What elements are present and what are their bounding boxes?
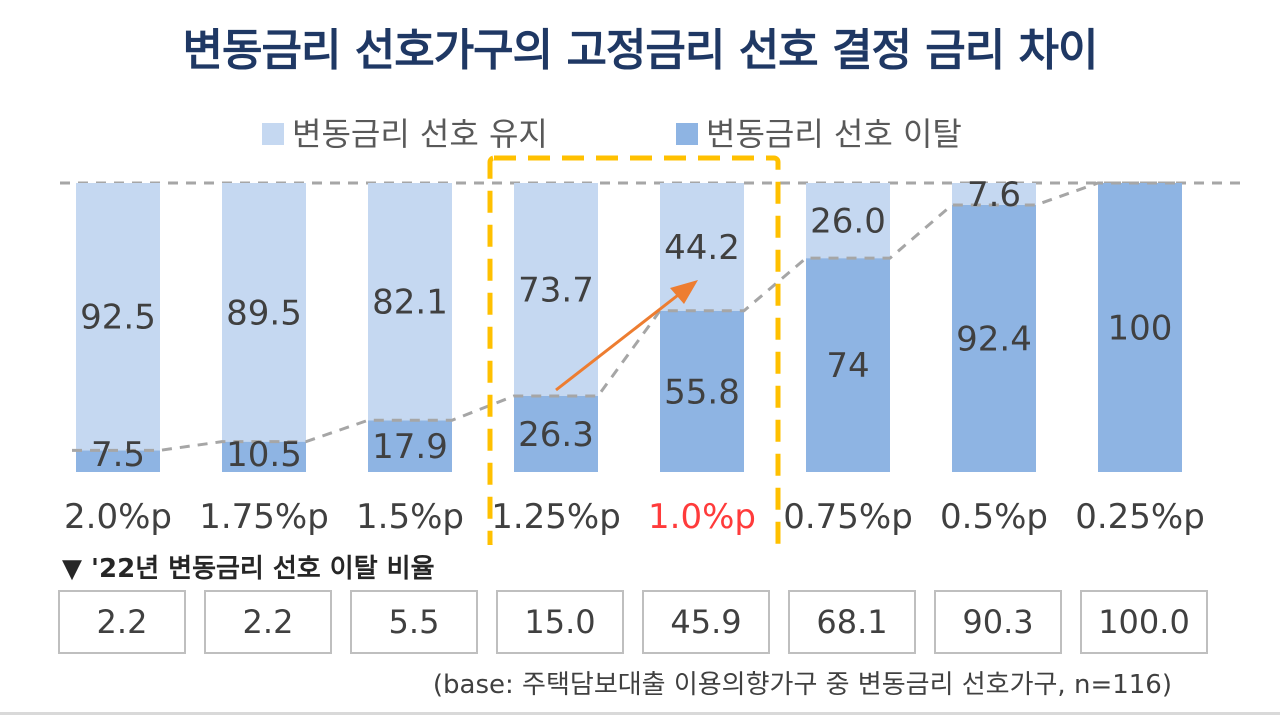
data-label-keep-0: 92.5 (80, 298, 156, 338)
stacked-bar-chart: 변동금리 선호 유지 변동금리 선호 이탈 92.5 7.5 89.5 10.5 82.1 1… (60, 115, 1240, 545)
sub-table-title: ▼ '22년 변동금리 선호 이탈 비율 (62, 554, 435, 584)
ratio-cell: 100.0 (1080, 590, 1208, 654)
legend-label-0: 변동금리 선호 유지 (292, 115, 548, 153)
category-label-7: 0.25%p (1075, 497, 1205, 537)
bar-leave-4 (660, 310, 744, 472)
ratio-cell: 2.2 (58, 590, 186, 654)
data-label-leave-1: 10.5 (226, 435, 302, 475)
bar-keep-1 (222, 183, 306, 442)
bar-keep-5 (806, 183, 890, 259)
data-label-leave-6: 92.4 (956, 319, 1032, 359)
bar-leave-3 (514, 395, 598, 472)
chart-title: 변동금리 선호가구의 고정금리 선호 결정 금리 차이 (182, 25, 1099, 76)
data-label-leave-0: 7.5 (91, 435, 145, 475)
ratio-cell: 90.3 (934, 590, 1062, 654)
bar-leave-7 (1098, 183, 1182, 472)
bar-keep-6 (952, 183, 1036, 205)
bar-leave-5 (806, 258, 890, 472)
ratio-cell: 45.9 (642, 590, 770, 654)
bar-keep-3 (514, 183, 598, 396)
category-label-4: 1.0%p (648, 497, 756, 537)
highlight-box (487, 155, 781, 545)
bar-leave-2 (368, 420, 452, 472)
data-label-keep-3: 73.7 (518, 270, 594, 310)
bar-keep-0 (76, 183, 160, 451)
data-label-leave-3: 26.3 (518, 415, 594, 455)
legend-swatch-0 (262, 123, 284, 145)
ratio-table: 2.2 2.2 5.5 15.0 45.9 68.1 90.3 100.0 (58, 590, 1208, 658)
data-label-keep-1: 89.5 (226, 293, 302, 333)
legend-swatch-1 (676, 123, 698, 145)
data-label-keep-6: 7.6 (967, 175, 1021, 215)
arrow-shaft (555, 290, 683, 392)
bar-leave-6 (952, 204, 1036, 473)
bar-leave-1 (222, 441, 306, 472)
category-label-1: 1.75%p (199, 497, 329, 537)
ratio-cell: 2.2 (204, 590, 332, 654)
data-label-keep-2: 82.1 (372, 283, 448, 323)
category-label-0: 2.0%p (64, 497, 172, 537)
data-label-leave-2: 17.9 (372, 427, 448, 467)
category-label-3: 1.25%p (491, 497, 621, 537)
data-label-leave-4: 55.8 (664, 372, 740, 412)
category-label-2: 1.5%p (356, 497, 464, 537)
category-label-6: 0.5%p (940, 497, 1048, 537)
category-label-5: 0.75%p (783, 497, 913, 537)
data-label-keep-5: 26.0 (810, 202, 886, 242)
bar-leave-0 (76, 450, 160, 472)
arrow-head (670, 280, 698, 304)
trend-line (72, 181, 1182, 452)
data-label-leave-5: 74 (826, 346, 869, 386)
footnote: (base: 주택담보대출 이용의향가구 중 변동금리 선호가구, n=116) (432, 670, 1172, 700)
bar-keep-2 (368, 183, 452, 421)
legend-label-1: 변동금리 선호 이탈 (706, 115, 962, 153)
ratio-cell: 5.5 (350, 590, 478, 654)
bottom-divider (0, 712, 1280, 715)
data-label-leave-7: 100 (1108, 309, 1173, 349)
data-label-keep-4: 44.2 (664, 228, 740, 268)
ratio-cell: 68.1 (788, 590, 916, 654)
ratio-cell: 15.0 (496, 590, 624, 654)
